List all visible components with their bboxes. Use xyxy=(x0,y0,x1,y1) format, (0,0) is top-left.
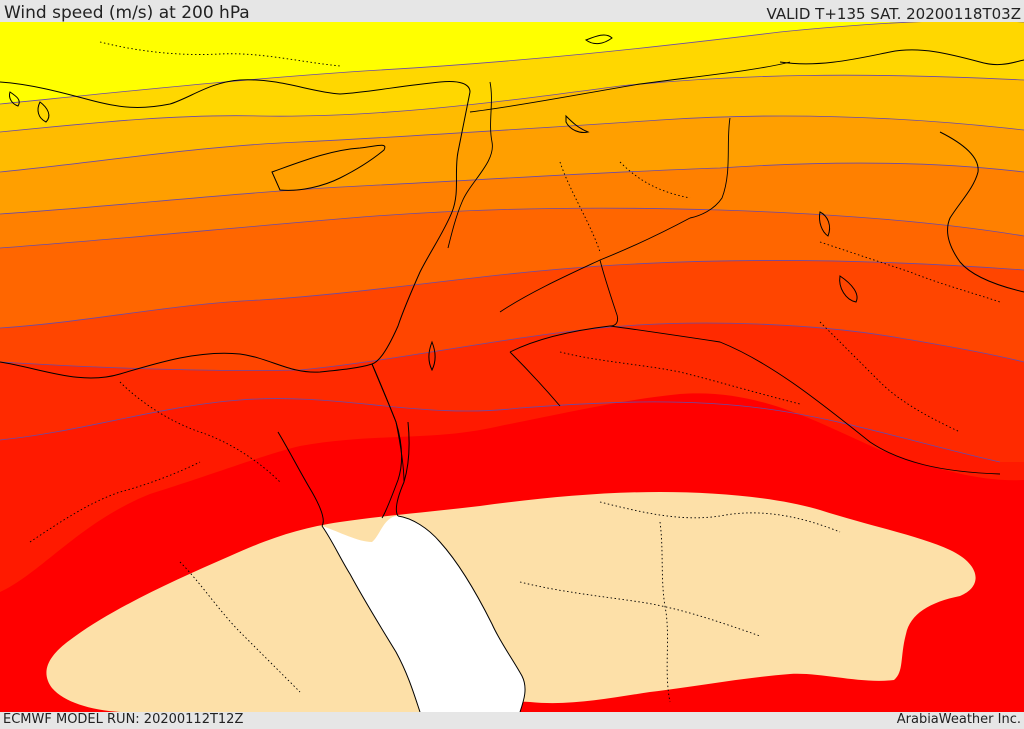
map-area[interactable] xyxy=(0,22,1024,712)
credit-label: ArabiaWeather Inc. xyxy=(896,712,1021,727)
wind-speed-map xyxy=(0,22,1024,712)
footer-bar: ECMWF MODEL RUN: 20200112T12Z ArabiaWeat… xyxy=(0,712,1024,729)
isotach-contours xyxy=(0,22,1024,463)
valid-time-label: VALID T+135 SAT. 20200118T03Z xyxy=(766,5,1021,23)
country-borders xyxy=(371,61,1001,483)
coastlines xyxy=(0,34,1024,712)
jet-core-region xyxy=(46,492,976,712)
header-bar: Wind speed (m/s) at 200 hPa VALID T+135 … xyxy=(0,0,1024,23)
red-sea-gap xyxy=(322,516,526,712)
internal-boundaries xyxy=(29,41,1001,703)
map-title: Wind speed (m/s) at 200 hPa xyxy=(4,3,250,23)
model-run-label: ECMWF MODEL RUN: 20200112T12Z xyxy=(3,712,244,727)
